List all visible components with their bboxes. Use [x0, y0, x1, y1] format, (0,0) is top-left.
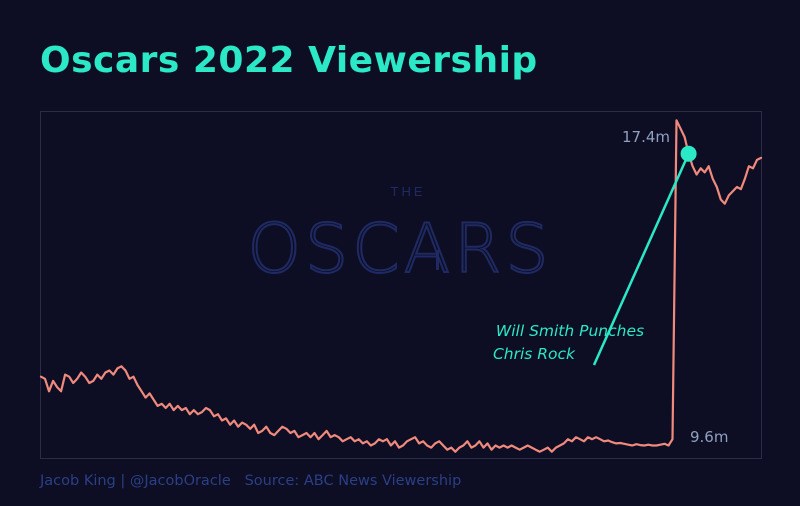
footer-author: Jacob King | @JacobOracle	[40, 473, 231, 489]
viewership-line	[39, 119, 763, 453]
annotation-label-line1: Will Smith Punches	[496, 322, 644, 340]
chart-frame	[40, 111, 762, 459]
watermark-small-text: THE	[391, 184, 426, 199]
page-title: Oscars 2022 Viewership	[40, 40, 538, 81]
annotation-label-line2: Chris Rock	[493, 345, 576, 363]
low-value-label: 9.6m	[690, 428, 728, 446]
footer-source: Source: ABC News Viewership	[244, 473, 462, 489]
watermark-statuette-icon	[436, 250, 439, 270]
peak-value-label: 17.4m	[622, 128, 670, 146]
oscars-watermark: THE OSCARS	[246, 184, 552, 290]
annotation-pointer-line	[592, 153, 690, 366]
watermark-large-text: OSCARS	[247, 210, 552, 289]
footer-credit: Jacob King | @JacobOracle Source: ABC Ne…	[40, 473, 461, 489]
annotation-marker-dot	[680, 145, 697, 162]
